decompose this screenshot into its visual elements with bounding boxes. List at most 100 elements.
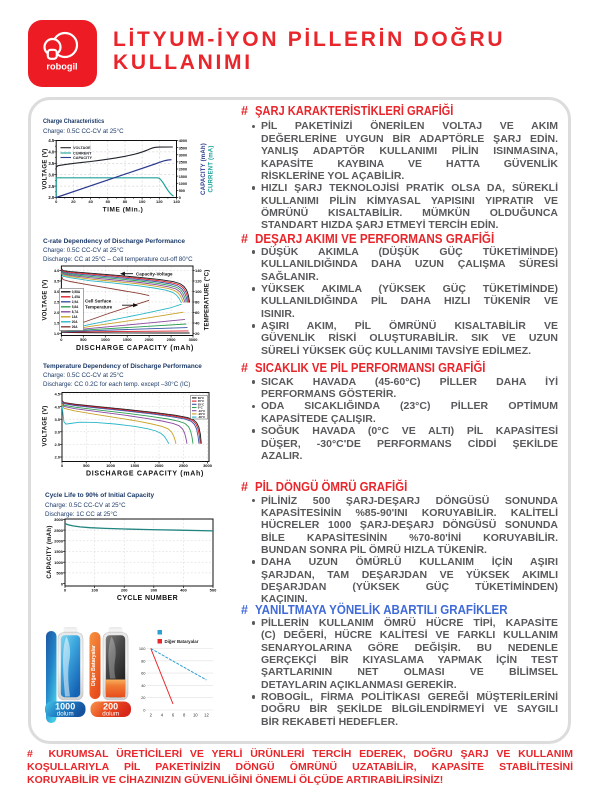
- svg-text:60°C: 60°C: [198, 396, 205, 400]
- svg-text:0: 0: [60, 337, 63, 342]
- svg-text:VOLTAGE (V): VOLTAGE (V): [43, 148, 49, 189]
- svg-text:0: 0: [61, 463, 64, 468]
- svg-text:2,9A: 2,9A: [72, 300, 79, 304]
- svg-text:20: 20: [141, 695, 146, 700]
- svg-text:3000: 3000: [203, 463, 213, 468]
- svg-text:CYCLE NUMBER: CYCLE NUMBER: [117, 595, 178, 602]
- svg-text:8: 8: [183, 713, 186, 718]
- svg-text:1.0: 1.0: [54, 331, 60, 336]
- svg-text:60: 60: [106, 199, 111, 204]
- svg-text:40: 40: [141, 683, 146, 688]
- svg-text:0: 0: [64, 588, 67, 593]
- svg-text:6: 6: [172, 713, 175, 718]
- svg-text:1000: 1000: [106, 463, 116, 468]
- svg-text:1500: 1500: [123, 337, 133, 342]
- svg-text:TEMPERATURE (°C): TEMPERATURE (°C): [205, 270, 211, 331]
- svg-text:-20°C: -20°C: [198, 412, 206, 416]
- svg-text:Diğer Bataryalar: Diğer Bataryalar: [165, 639, 199, 644]
- svg-text:Capacity-Voltage: Capacity-Voltage: [136, 272, 173, 277]
- svg-text:2500: 2500: [179, 161, 187, 165]
- svg-text:45°C: 45°C: [198, 399, 205, 403]
- svg-text:CAPACITY (mAh): CAPACITY (mAh): [201, 143, 207, 195]
- svg-text:3.5: 3.5: [48, 161, 54, 166]
- svg-text:120: 120: [156, 199, 163, 204]
- svg-text:1500: 1500: [130, 463, 140, 468]
- svg-text:1000: 1000: [179, 182, 187, 186]
- svg-text:3.0: 3.0: [54, 430, 60, 435]
- svg-text:20A: 20A: [72, 320, 78, 324]
- svg-text:4: 4: [161, 713, 164, 718]
- svg-text:140: 140: [173, 199, 180, 204]
- svg-text:4.0: 4.0: [54, 268, 60, 273]
- svg-text:2.0: 2.0: [48, 195, 54, 200]
- svg-text:100: 100: [139, 199, 146, 204]
- svg-text:TIME (Min.): TIME (Min.): [103, 207, 144, 214]
- svg-text:1,45A: 1,45A: [72, 295, 81, 299]
- svg-text:3.5: 3.5: [54, 279, 60, 284]
- svg-text:8,7A: 8,7A: [72, 310, 79, 314]
- svg-text:2500: 2500: [179, 463, 189, 468]
- svg-text:500: 500: [179, 189, 185, 193]
- svg-text:0,58A: 0,58A: [72, 290, 81, 294]
- svg-text:DISCHARGE CAPACITY (mAh): DISCHARGE CAPACITY (mAh): [86, 471, 204, 478]
- svg-text:80: 80: [141, 658, 146, 663]
- svg-text:DISCHARGE CAPACITY (mAh): DISCHARGE CAPACITY (mAh): [76, 345, 194, 352]
- svg-text:Cell Surface: Cell Surface: [85, 299, 112, 304]
- svg-text:100: 100: [139, 646, 146, 651]
- svg-text:12: 12: [204, 713, 209, 718]
- svg-text:1.5: 1.5: [54, 321, 60, 326]
- svg-text:4.5: 4.5: [48, 138, 54, 143]
- svg-text:1000: 1000: [54, 560, 64, 565]
- svg-text:3000: 3000: [54, 517, 64, 522]
- svg-text:120: 120: [195, 279, 202, 284]
- svg-text:25°C: 25°C: [198, 402, 205, 406]
- svg-text:2: 2: [150, 713, 153, 718]
- svg-text:500: 500: [80, 337, 87, 342]
- svg-text:80: 80: [195, 300, 200, 305]
- svg-text:1000: 1000: [101, 337, 111, 342]
- svg-text:300: 300: [150, 588, 157, 593]
- svg-text:0: 0: [179, 196, 181, 200]
- svg-text:-30°C: -30°C: [198, 415, 206, 419]
- svg-text:20: 20: [71, 199, 76, 204]
- svg-text:40: 40: [88, 199, 93, 204]
- svg-text:13A: 13A: [72, 315, 78, 319]
- svg-text:5,8A: 5,8A: [72, 305, 79, 309]
- svg-text:0: 0: [143, 708, 146, 713]
- svg-text:80: 80: [123, 199, 128, 204]
- svg-text:3000: 3000: [189, 337, 199, 342]
- svg-text:3.0: 3.0: [54, 289, 60, 294]
- svg-text:2.5: 2.5: [54, 442, 60, 447]
- svg-text:2500: 2500: [167, 337, 177, 342]
- svg-text:4.0: 4.0: [54, 404, 60, 409]
- svg-text:400: 400: [180, 588, 187, 593]
- svg-text:3.0: 3.0: [48, 172, 54, 177]
- svg-text:Temperature: Temperature: [85, 305, 113, 310]
- svg-text:100: 100: [91, 588, 98, 593]
- svg-text:CAPACITY (mAh): CAPACITY (mAh): [47, 525, 53, 578]
- svg-text:0: 0: [55, 199, 58, 204]
- svg-text:10: 10: [193, 713, 198, 718]
- svg-text:4.0: 4.0: [48, 150, 54, 155]
- svg-text:500: 500: [210, 588, 217, 593]
- svg-text:140: 140: [195, 268, 202, 273]
- svg-text:2000: 2000: [145, 337, 155, 342]
- svg-text:20: 20: [195, 331, 200, 336]
- svg-text:CAPACITY: CAPACITY: [73, 156, 92, 160]
- svg-text:CURRENT (mA): CURRENT (mA): [209, 145, 215, 192]
- svg-text:200: 200: [121, 588, 128, 593]
- svg-text:VOLTAGE (V): VOLTAGE (V): [43, 279, 49, 320]
- svg-text:1000: 1000: [55, 702, 75, 712]
- svg-text:2.5: 2.5: [48, 184, 54, 189]
- svg-text:200: 200: [103, 702, 118, 712]
- svg-text:2000: 2000: [179, 168, 187, 172]
- svg-text:dolum: dolum: [102, 710, 119, 717]
- svg-text:VOLTAGE: VOLTAGE: [73, 146, 91, 150]
- svg-text:robogil: robogil: [46, 62, 77, 72]
- svg-text:3000: 3000: [179, 153, 187, 157]
- svg-text:500: 500: [56, 571, 63, 576]
- svg-text:Diğer Bataryalar: Diğer Bataryalar: [91, 645, 97, 686]
- svg-text:2000: 2000: [155, 463, 165, 468]
- svg-text:1500: 1500: [179, 175, 187, 179]
- svg-text:2000: 2000: [54, 539, 64, 544]
